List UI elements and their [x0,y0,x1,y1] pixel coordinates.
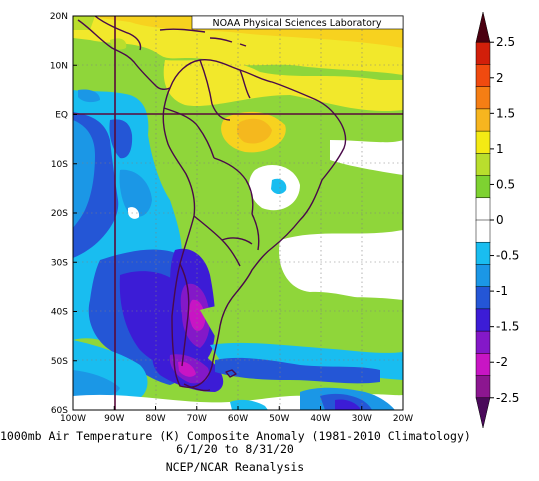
title-line-1: 1000mb Air Temperature (K) Composite Ano… [0,429,471,443]
colorbar-swatch [475,353,491,377]
lat-tick-label: 30S [51,258,68,268]
colorbar-swatch [475,375,491,399]
lat-tick-label: 10S [51,160,68,170]
colorbar-tick-label: 0.5 [496,177,515,191]
colorbar-swatch [475,41,491,65]
lon-tick-label: 20W [393,414,413,424]
colorbar-swatch [475,153,491,177]
lon-tick-label: 90W [104,414,124,424]
colorbar-tick-label: 2 [496,71,504,85]
credit-box [191,15,404,30]
colorbar-tick-label: 2.5 [496,35,515,49]
credit-label: NOAA Physical Sciences Laboratory [213,18,382,29]
map-gridlines [73,16,403,410]
colorbar-swatch [475,108,491,132]
longitude-tick-labels: 100W 90W 80W 70W 60W 50W 40W 30W 20W [60,406,413,424]
lat-tick-label: 20N [50,12,68,22]
colorbar-swatch [475,330,491,354]
lon-tick-label: 100W [60,414,86,424]
colorbar-tick-label: -2 [496,355,508,369]
lat-tick-label: 50S [51,357,68,367]
title-line-2: 6/1/20 to 8/31/20 [176,442,294,456]
lon-tick-label: 30W [352,414,372,424]
lon-tick-label: 50W [269,414,289,424]
colorbar-tick-label: 1.5 [496,106,515,120]
colorbar-tick-label: 0 [496,213,504,227]
colorbar-swatch [475,197,491,221]
colorbar-swatch [475,86,491,110]
colorbar [475,11,491,429]
colorbar-tick-label: 1 [496,142,504,156]
colorbar-swatch [475,130,491,154]
colorbar-tick-label: -1.5 [496,320,519,334]
title-line-3: NCEP/NCAR Reanalysis [165,460,305,474]
colorbar-tick-label: -1 [496,284,508,298]
colorbar-swatch [475,264,491,288]
lat-tick-label: 20S [51,209,68,219]
colorbar-swatch [475,11,491,43]
colorbar-tick-label: -0.5 [496,249,519,263]
lon-tick-label: 70W [187,414,207,424]
lat-tick-label: 10N [50,61,68,71]
lon-tick-label: 60W [228,414,248,424]
colorbar-swatch [475,64,491,88]
colorbar-labels: 2.5 2 1.5 1 0.5 0 -0.5 -1 -1.5 -2 -2.5 [490,35,519,405]
colorbar-swatch [475,241,491,265]
colorbar-tick-label: -2.5 [496,391,519,405]
lat-tick-label: 60S [51,406,68,416]
lat-tick-label: EQ [55,111,68,121]
colorbar-swatch [475,219,491,243]
colorbar-swatch [475,308,491,332]
colorbar-swatch [475,286,491,310]
colorbar-swatch [475,175,491,199]
lat-tick-label: 40S [51,308,68,318]
latitude-tick-labels: 20N 10N EQ 10S 20S 30S 40S 50S 60S [50,12,77,416]
coastlines [77,16,347,392]
lon-tick-label: 80W [145,414,165,424]
colorbar-swatch [475,397,491,429]
lon-tick-label: 40W [310,414,330,424]
region-box-lines [73,16,403,410]
